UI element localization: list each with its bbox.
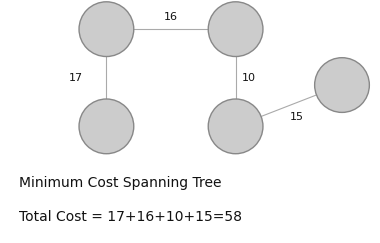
Text: Total Cost = 17+16+10+15=58: Total Cost = 17+16+10+15=58 [19,209,242,224]
Text: 15: 15 [290,112,303,122]
Text: 16: 16 [164,12,178,22]
Ellipse shape [208,2,263,57]
Ellipse shape [79,2,134,57]
Text: Minimum Cost Spanning Tree: Minimum Cost Spanning Tree [19,175,222,190]
Ellipse shape [79,99,134,154]
Text: 10: 10 [242,73,256,83]
Text: 17: 17 [69,73,83,83]
Ellipse shape [315,58,369,113]
Ellipse shape [208,99,263,154]
